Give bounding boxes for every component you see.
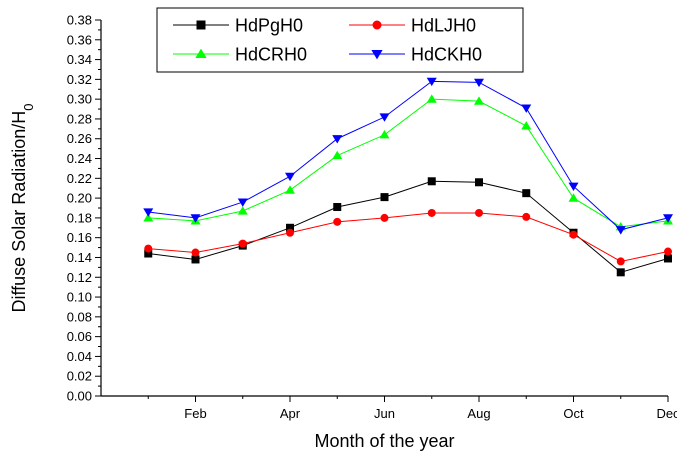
data-point: [191, 248, 200, 257]
data-point: [475, 208, 483, 217]
series-HdCKH0: [143, 77, 673, 235]
legend-marker: [372, 20, 382, 30]
data-point: [615, 226, 626, 235]
y-tick-label: 0.28: [67, 111, 92, 126]
y-tick-label: 0.06: [67, 329, 92, 344]
y-tick-label: 0.02: [67, 369, 92, 384]
axes: 0.00 0.02 0.04 0.06 0.08 0.10 0.12 0.14 0.16 0.18…: [67, 13, 677, 422]
data-point: [380, 213, 389, 222]
data-point: [616, 257, 625, 266]
data-point: [286, 228, 294, 237]
data-point: [238, 239, 247, 248]
legend-entry: HdLJH0: [349, 16, 476, 36]
data-point: [191, 255, 200, 264]
data-point: [664, 254, 672, 263]
data-point: [143, 208, 154, 217]
x-tick-label: Aug: [467, 406, 490, 421]
y-axis-label-subscript: 0: [21, 103, 36, 110]
legend-marker: [371, 49, 383, 60]
legend-entry: HdPgH0: [173, 16, 303, 36]
legend-entry: HdCKH0: [349, 45, 482, 65]
y-tick-label: 0.20: [67, 191, 92, 206]
data-point: [332, 150, 343, 160]
data-point: [144, 249, 153, 258]
data-point: [333, 217, 342, 226]
legend-label: HdPgH0: [235, 16, 303, 36]
legend: HdPgH0 HdLJH0 HdCRH0 HdCKH0: [156, 7, 524, 73]
data-point: [521, 121, 532, 130]
y-tick-label: 0.34: [67, 52, 92, 67]
data-point: [379, 129, 390, 139]
series-group: [143, 77, 673, 277]
data-point: [285, 172, 295, 182]
data-point: [143, 213, 154, 222]
data-point: [427, 177, 436, 186]
data-point: [568, 182, 579, 192]
data-point: [426, 94, 437, 103]
data-point: [426, 77, 437, 87]
data-point: [286, 223, 294, 232]
legend-label: HdLJH0: [411, 16, 476, 36]
x-tick-label: Feb: [184, 406, 206, 421]
y-tick-label: 0.14: [67, 250, 92, 265]
y-tick-label: 0.10: [67, 290, 92, 305]
data-point: [285, 185, 295, 194]
y-tick-label: 0.04: [67, 349, 92, 364]
series-HdCRH0: [143, 94, 673, 231]
x-tick-label: Oct: [563, 406, 584, 421]
series-HdPgH0: [144, 177, 672, 277]
data-point: [474, 78, 484, 88]
x-tick-label: Jun: [374, 406, 395, 421]
data-point: [379, 113, 390, 122]
data-point: [144, 244, 153, 253]
y-tick-label: 0.36: [67, 32, 92, 47]
data-point: [522, 212, 531, 221]
data-point: [569, 230, 578, 239]
data-point: [568, 193, 579, 202]
data-point: [427, 208, 436, 217]
y-axis-label: Diffuse Solar Radiation/H0: [9, 103, 36, 312]
y-tick-label: 0.26: [67, 131, 92, 146]
y-tick-label: 0.30: [67, 92, 92, 107]
y-tick-label: 0.22: [67, 171, 92, 186]
y-tick-label: 0.18: [67, 210, 92, 225]
y-tick-label: 0.16: [67, 230, 92, 245]
y-tick-label: 0.38: [67, 13, 92, 28]
x-axis-label: Month of the year: [314, 431, 454, 451]
legend-marker: [196, 20, 206, 30]
series-line: [148, 80, 669, 231]
data-point: [237, 198, 248, 207]
data-point: [380, 193, 389, 202]
series-line: [148, 212, 669, 262]
series-line: [148, 180, 669, 273]
y-tick-label: 0.24: [67, 151, 92, 166]
data-point: [616, 268, 625, 277]
series-HdLJH0: [144, 208, 672, 266]
legend-label: HdCRH0: [235, 45, 307, 65]
legend-entry: HdCRH0: [173, 45, 307, 65]
y-tick-label: 0.12: [67, 270, 92, 285]
x-tick-label: Dec: [656, 406, 677, 421]
data-point: [522, 189, 531, 198]
legend-label: HdCKH0: [411, 45, 482, 65]
data-point: [663, 214, 673, 223]
x-tick-label: Apr: [280, 406, 301, 421]
y-tick-label: 0.32: [67, 72, 92, 87]
y-tick-label: 0.00: [67, 389, 92, 404]
data-point: [332, 135, 343, 144]
data-point: [521, 104, 532, 113]
legend-marker: [195, 48, 207, 59]
data-point: [474, 96, 484, 105]
data-point: [333, 203, 342, 212]
data-point: [237, 206, 248, 215]
y-axis-label-main: Diffuse Solar Radiation/H: [9, 111, 29, 313]
data-point: [475, 178, 483, 187]
legend-box: [156, 7, 524, 73]
y-tick-label: 0.08: [67, 309, 92, 324]
data-point: [190, 214, 201, 223]
data-point: [664, 247, 672, 256]
series-line: [148, 98, 669, 228]
